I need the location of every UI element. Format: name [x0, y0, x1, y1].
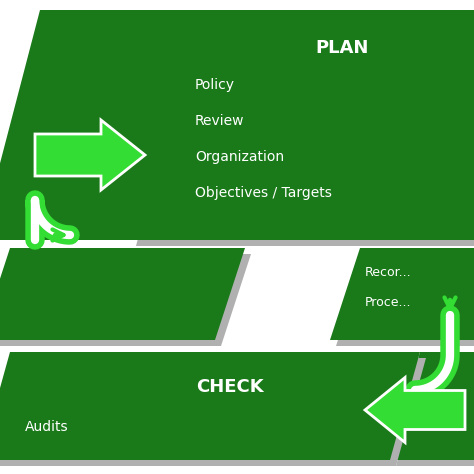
- Text: Recor...: Recor...: [365, 266, 411, 280]
- Polygon shape: [35, 120, 145, 190]
- Polygon shape: [396, 358, 474, 466]
- Polygon shape: [330, 248, 474, 340]
- Text: Policy: Policy: [195, 78, 235, 92]
- Text: CHECK: CHECK: [196, 378, 264, 396]
- Text: PLAN: PLAN: [315, 39, 369, 57]
- Text: Review: Review: [195, 114, 245, 128]
- Polygon shape: [336, 254, 474, 346]
- Polygon shape: [0, 358, 426, 466]
- Text: Audits: Audits: [25, 420, 69, 434]
- Polygon shape: [390, 352, 474, 460]
- Text: Objectives / Targets: Objectives / Targets: [195, 186, 332, 200]
- Text: Proce...: Proce...: [365, 297, 411, 310]
- Polygon shape: [136, 16, 474, 246]
- Polygon shape: [365, 377, 465, 443]
- Polygon shape: [0, 254, 251, 346]
- Polygon shape: [0, 248, 245, 340]
- Polygon shape: [130, 10, 474, 240]
- Polygon shape: [0, 10, 215, 240]
- Text: Organization: Organization: [195, 150, 284, 164]
- Polygon shape: [455, 190, 474, 240]
- Polygon shape: [0, 352, 420, 460]
